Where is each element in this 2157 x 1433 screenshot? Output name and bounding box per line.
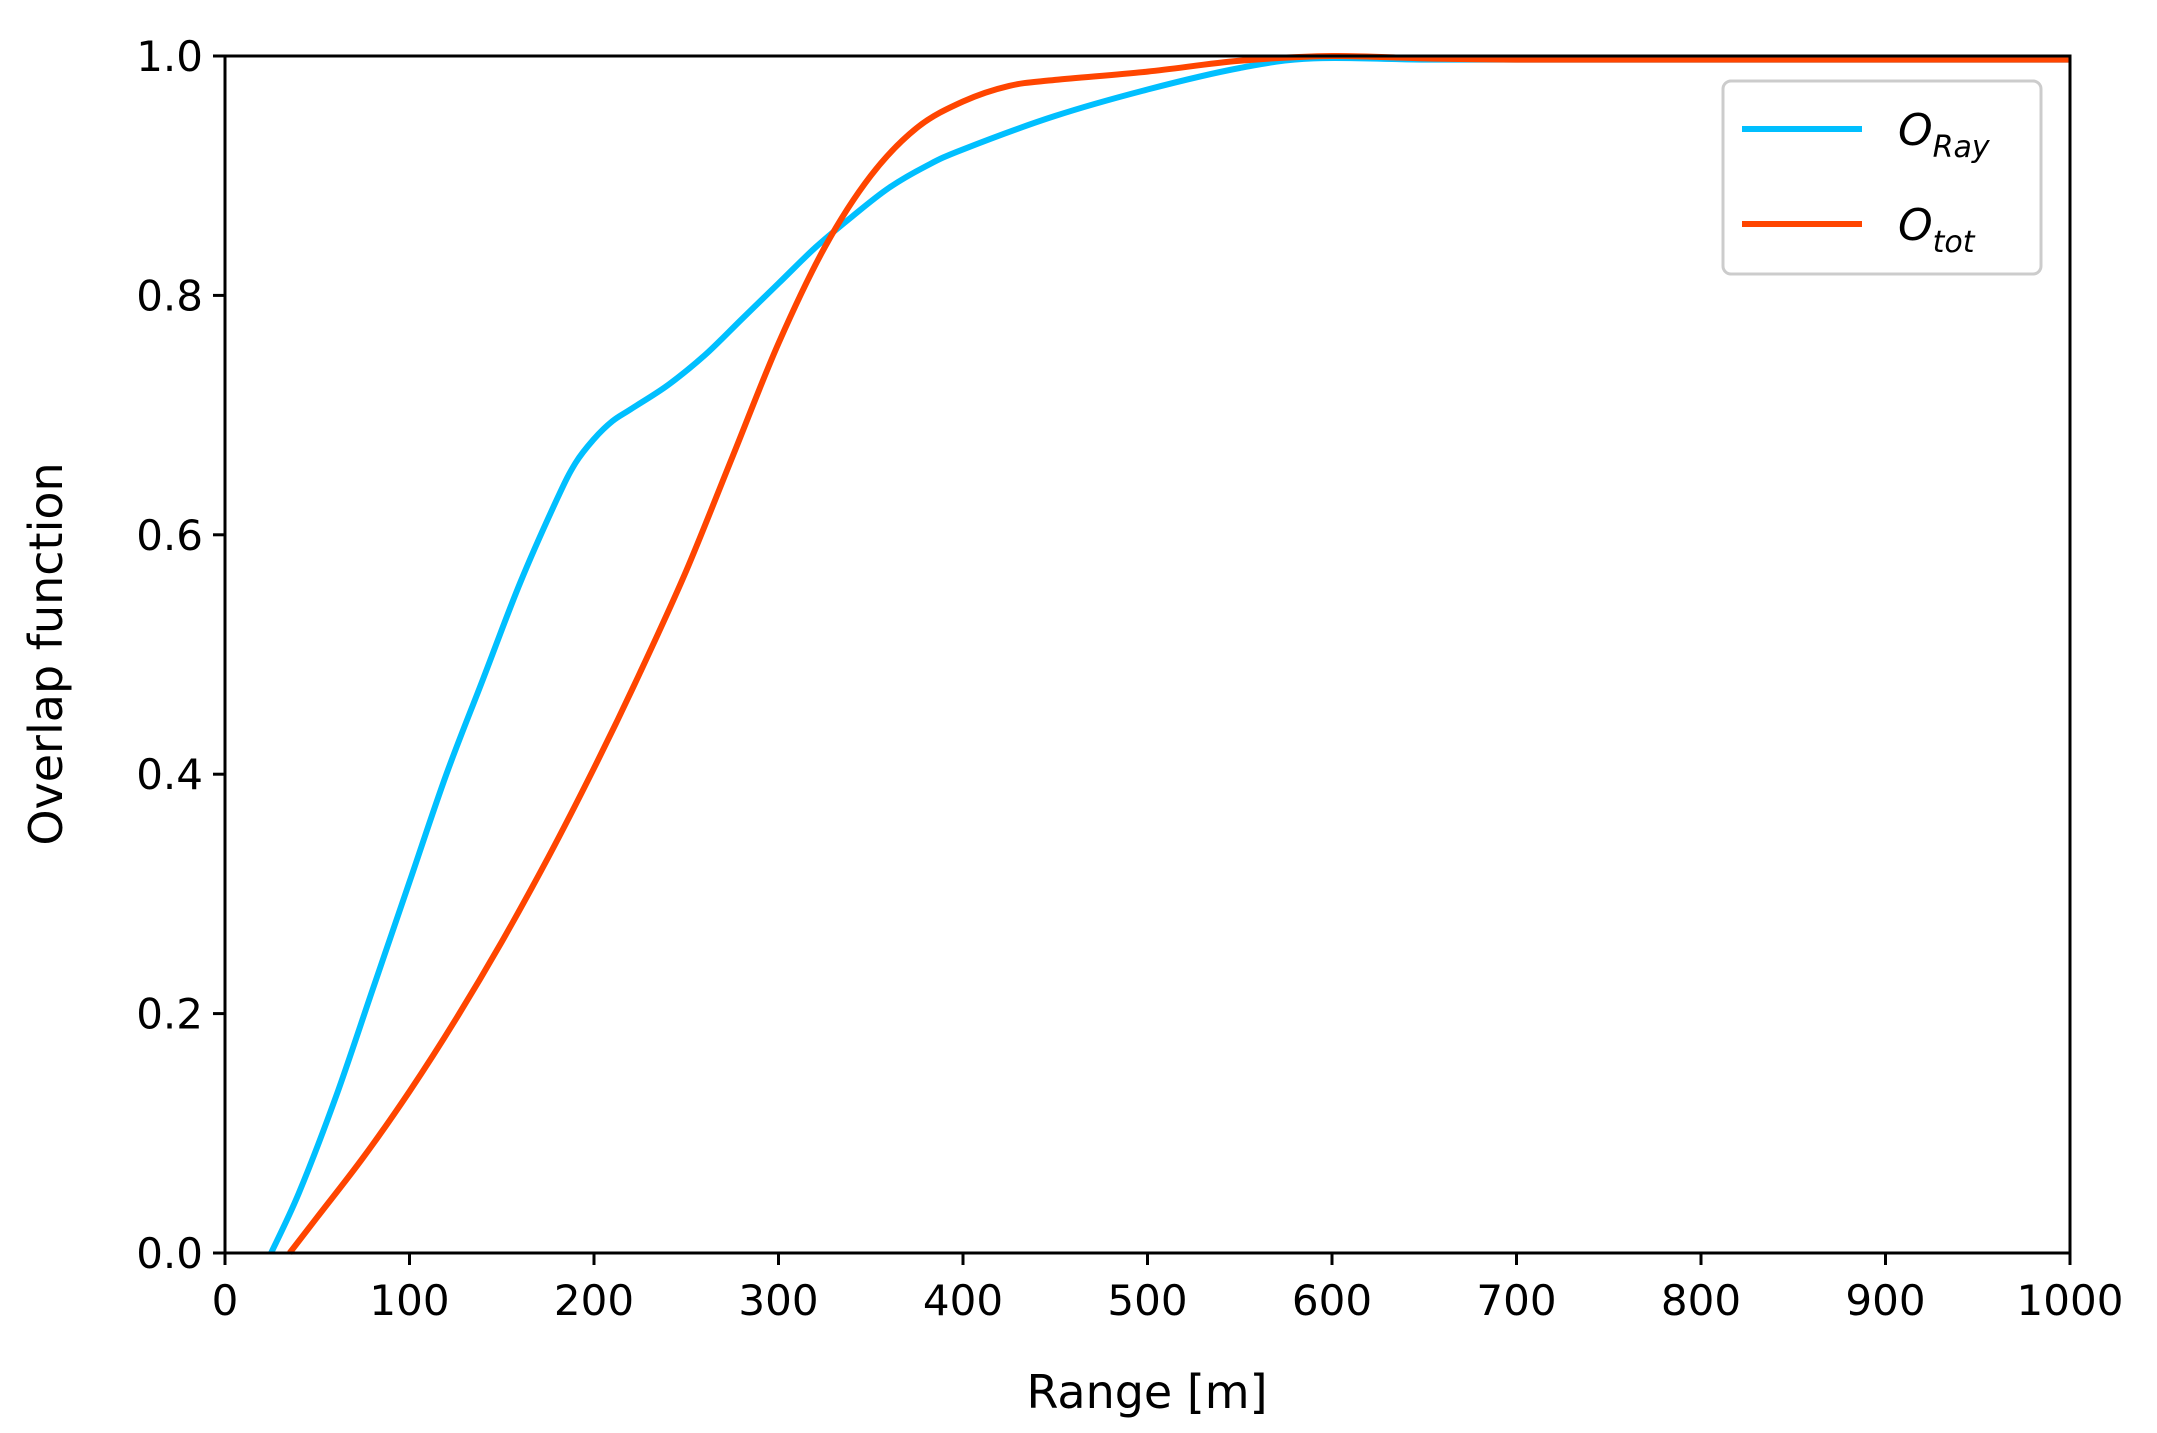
legend-label: Otot [1898, 200, 1976, 260]
legend-label: ORay [1898, 105, 1991, 165]
x-tick-label: 1000 [2017, 1276, 2124, 1325]
x-tick-label: 200 [554, 1276, 634, 1325]
y-axis-label: Overlap function [19, 462, 73, 845]
x-tick-label: 100 [369, 1276, 449, 1325]
x-tick-label: 300 [738, 1276, 818, 1325]
x-axis-label: Range [m] [1026, 1365, 1267, 1419]
series-line-1 [287, 52, 2070, 1255]
y-tick-label: 0.4 [136, 750, 203, 799]
legend-label-subscript: Ray [1933, 130, 1991, 165]
y-tick-label: 1.0 [136, 32, 203, 81]
series-lines [268, 52, 2070, 1255]
x-tick-label: 600 [1292, 1276, 1372, 1325]
legend-label-main: O [1898, 200, 1933, 251]
legend-label-main: O [1898, 105, 1933, 156]
x-axis-ticks: 0 100 200 300 400 500 600 700 800 900 1000 [212, 1253, 2124, 1325]
x-tick-label: 400 [923, 1276, 1003, 1325]
y-tick-label: 0.6 [136, 511, 203, 560]
y-tick-label: 0.8 [136, 271, 203, 320]
y-tick-label: 0.0 [136, 1229, 203, 1278]
x-tick-label: 700 [1476, 1276, 1556, 1325]
x-tick-label: 500 [1107, 1276, 1187, 1325]
x-tick-label: 0 [212, 1276, 239, 1325]
legend-box [1721, 79, 2043, 276]
y-axis-ticks: 0.0 0.2 0.4 0.6 0.8 1.0 [136, 32, 225, 1278]
x-tick-label: 800 [1661, 1276, 1741, 1325]
legend-label-subscript: tot [1933, 225, 1976, 260]
y-tick-label: 0.2 [136, 990, 203, 1039]
x-tick-label: 900 [1845, 1276, 1925, 1325]
